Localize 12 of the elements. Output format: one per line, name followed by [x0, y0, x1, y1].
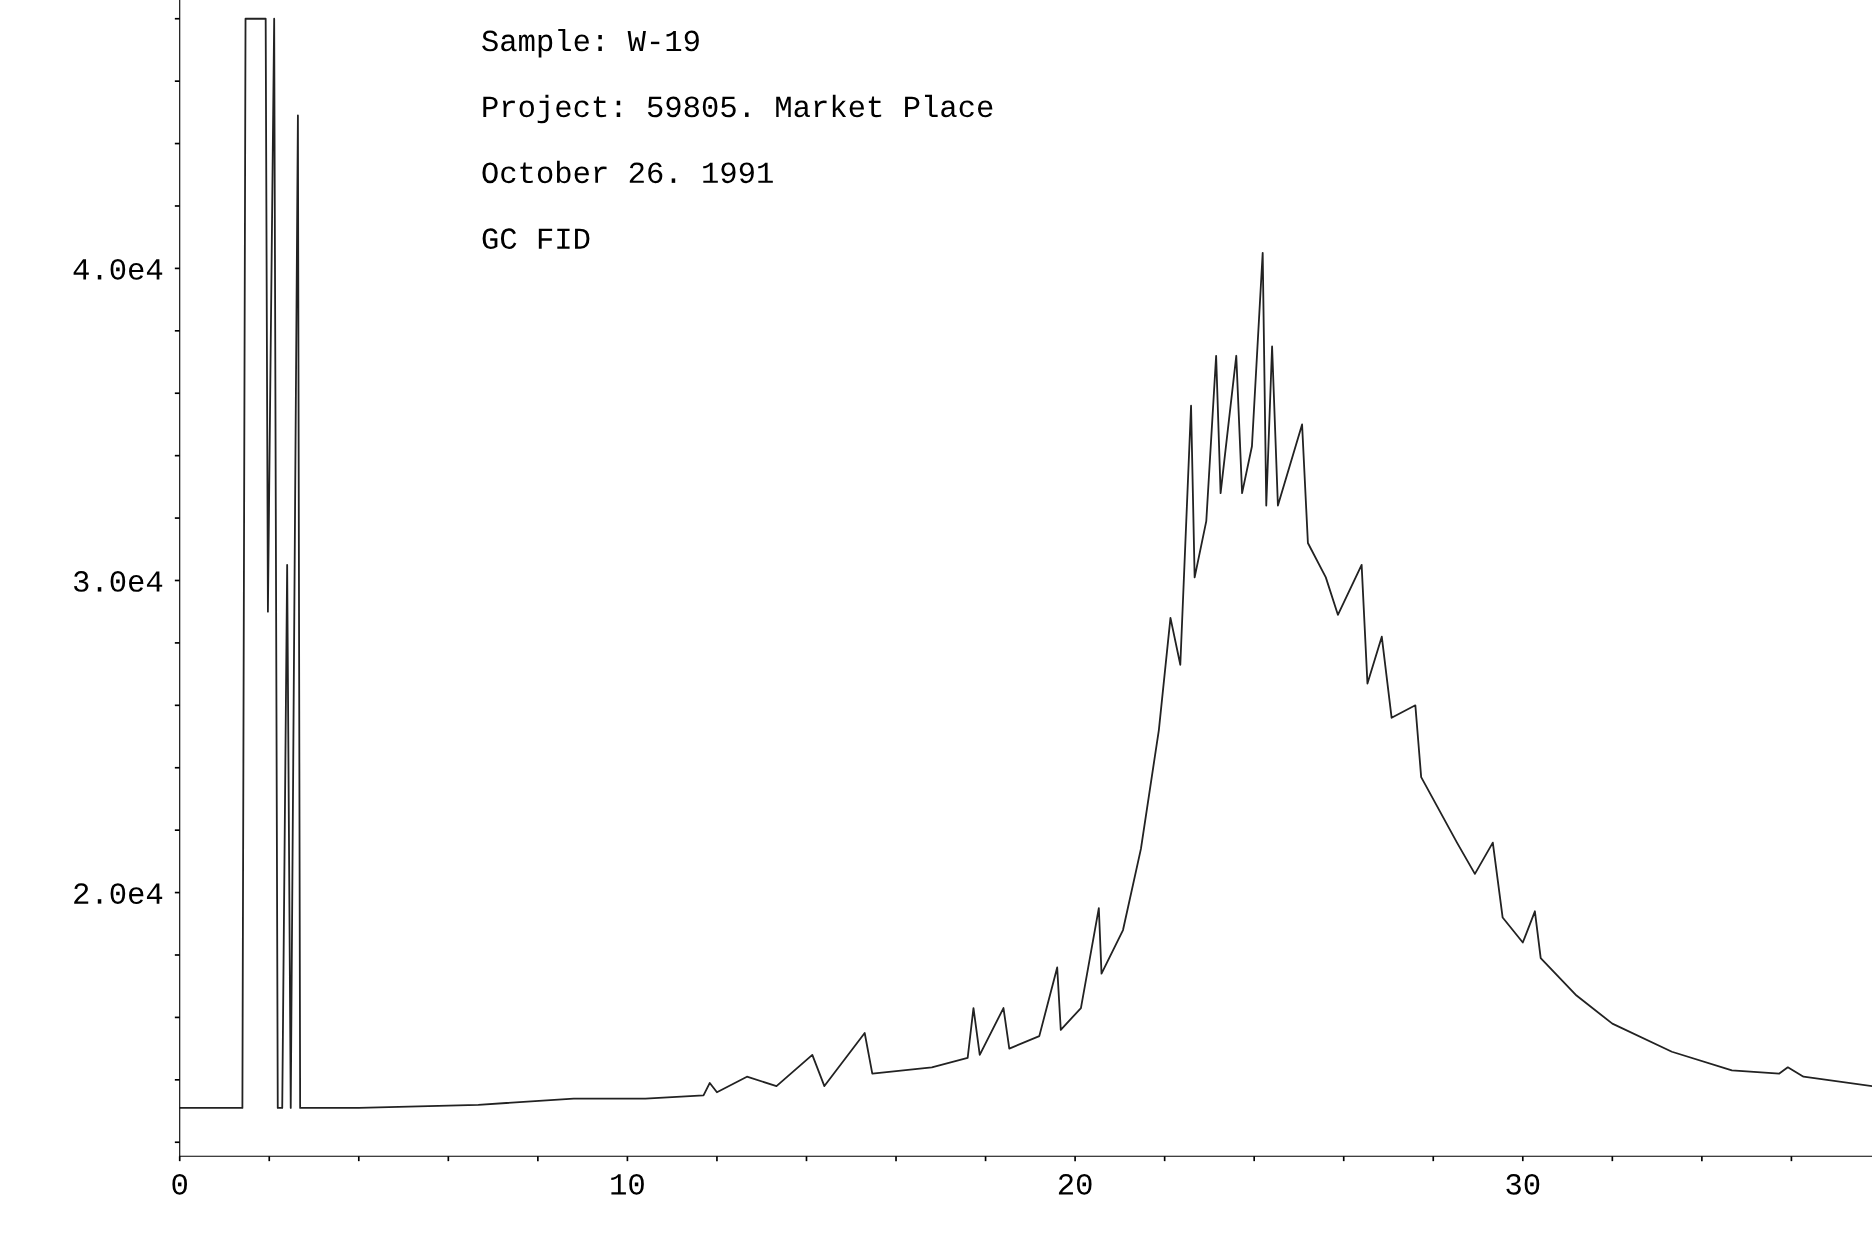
- line-series: [179, 17, 1872, 1109]
- annotation: Project: 59805. Market Place: [483, 94, 993, 124]
- annotation: Sample: W-19: [482, 28, 699, 58]
- x-tick-label: 0: [172, 1173, 187, 1195]
- y-tick-label: 3.0e4: [73, 571, 163, 592]
- y-tick-label: 4.0e4: [73, 259, 163, 280]
- annotation: GC FID: [482, 228, 590, 250]
- x-tick-label: 20: [1058, 1173, 1092, 1195]
- x-tick-label: 10: [611, 1173, 644, 1195]
- x-tick-label: 30: [1506, 1173, 1540, 1195]
- y-tick-label: 2.0e4: [74, 883, 163, 904]
- annotation: October 26. 1991: [482, 160, 773, 184]
